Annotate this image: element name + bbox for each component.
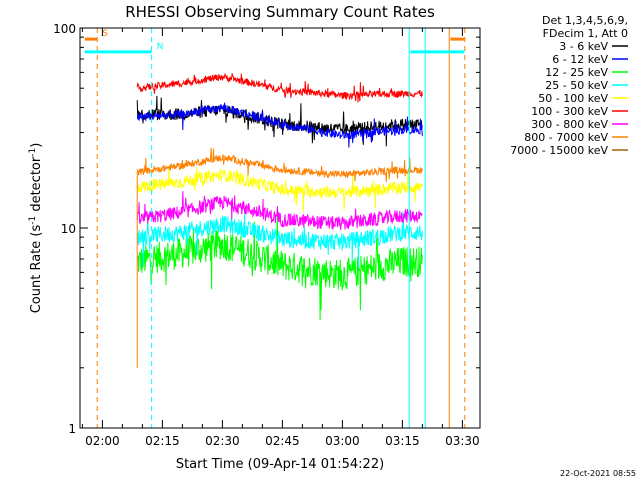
flag-label-n: N	[157, 42, 164, 52]
legend-entry-7000-15000-kev: 7000 - 15000 keV	[510, 144, 608, 157]
x-axis-label: Start Time (09-Apr-14 01:54:22)	[176, 457, 384, 472]
y-tick-label: 10	[61, 222, 76, 236]
x-tick-label: 03:15	[385, 434, 420, 448]
legend-entry-6-12-kev: 6 - 12 keV	[552, 53, 608, 66]
x-tick-label: 03:00	[325, 434, 360, 448]
series-line-800-7000-kev	[136, 147, 423, 183]
axes: 1 10 100 02:00 02:15 02:30 02:45 03:00 03:15 03:3…	[53, 22, 480, 448]
y-tick-label: 1	[68, 422, 76, 436]
series-line-300-800-kev	[136, 191, 423, 231]
series-line-25-50-kev	[137, 211, 423, 268]
series-line-100-300-kev	[136, 72, 423, 103]
legend-entry-800-7000-kev: 800 - 7000 keV	[524, 131, 608, 144]
y-axis-label-sup2: -1	[28, 148, 38, 157]
legend-entry-3-6-kev: 3 - 6 keV	[559, 40, 608, 53]
legend-entry-25-50-kev: 25 - 50 keV	[545, 79, 608, 92]
y-axis-label-end: )	[29, 143, 44, 148]
legend-entry-50-100-kev: 50 - 100 keV	[538, 92, 608, 105]
plot-data-area: SN	[84, 28, 466, 428]
series-line-6-12-kev	[136, 102, 423, 148]
chart-title: RHESSI Observing Summary Count Rates	[125, 3, 435, 21]
y-axis-label-mid: detector	[29, 156, 44, 216]
legend-header-line: Det 1,3,4,5,6,9,	[542, 14, 628, 27]
legend-header-line: FDecim 1, Att 0	[543, 27, 628, 40]
y-axis-label-sup1: -1	[28, 216, 38, 225]
legend-entry-100-300-kev: 100 - 300 keV	[531, 105, 608, 118]
x-tick-label: 02:15	[145, 434, 180, 448]
legend: Det 1,3,4,5,6,9,FDecim 1, Att 03 - 6 keV…	[510, 14, 628, 157]
y-axis-label: Count Rate (s-1 detector-1)	[28, 143, 44, 314]
legend-entry-12-25-kev: 12 - 25 keV	[545, 66, 608, 79]
x-tick-label: 02:30	[205, 434, 240, 448]
series-line-50-100-kev	[136, 165, 423, 213]
x-tick-label: 02:00	[85, 434, 120, 448]
series-line-12-25-kev	[136, 206, 423, 321]
y-axis-label-main: Count Rate (s	[29, 225, 44, 314]
legend-entry-300-800-kev: 300 - 800 keV	[531, 118, 608, 131]
y-tick-label: 100	[53, 22, 76, 36]
x-tick-label: 02:45	[265, 434, 300, 448]
flag-label-s: S	[102, 29, 108, 39]
generation-timestamp: 22-Oct-2021 08:55	[560, 469, 636, 478]
x-tick-label: 03:30	[445, 434, 480, 448]
